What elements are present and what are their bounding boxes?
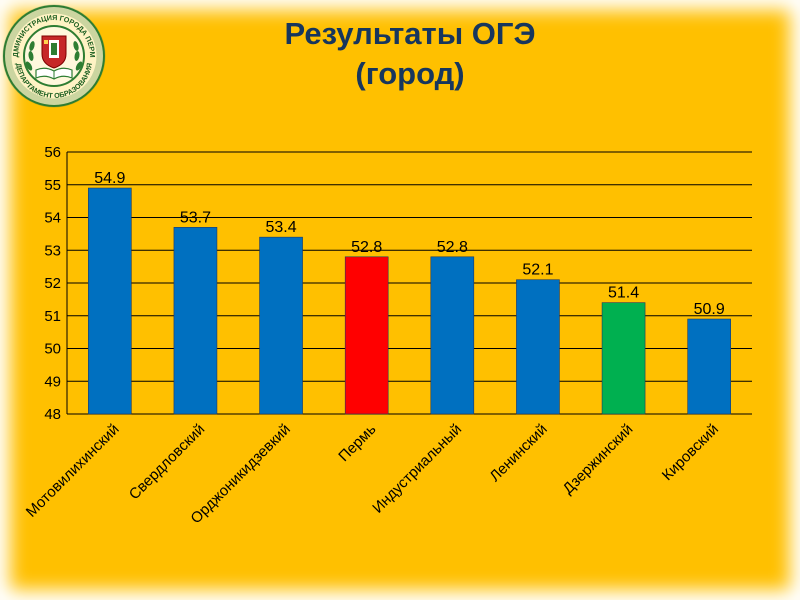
x-tick-label: Мотовилихинский <box>23 421 123 521</box>
data-label: 52.8 <box>351 239 382 256</box>
bar <box>259 236 303 415</box>
data-label: 51.4 <box>608 285 639 302</box>
emblem-laurel <box>25 41 83 71</box>
y-tick-label: 51 <box>44 308 61 325</box>
title-line-2: (город) <box>355 56 465 91</box>
x-tick-label: Ленинский <box>486 421 550 485</box>
bar <box>601 302 646 415</box>
data-label: 50.9 <box>694 301 725 318</box>
bar <box>687 318 731 415</box>
data-label: 53.7 <box>180 209 211 226</box>
data-label: 52.8 <box>437 239 468 256</box>
bar <box>88 187 132 415</box>
y-tick-label: 49 <box>44 373 61 390</box>
title-line-1: Результаты ОГЭ <box>284 16 536 51</box>
bar <box>173 227 218 415</box>
x-tick-label: Пермь <box>335 421 379 465</box>
y-tick-label: 55 <box>44 177 61 194</box>
y-tick-label: 53 <box>44 242 61 259</box>
x-tick-label: Свердловский <box>126 421 208 503</box>
data-label: 53.4 <box>265 219 296 236</box>
y-tick-label: 54 <box>44 210 61 227</box>
emblem-shield <box>41 35 67 69</box>
y-tick-label: 50 <box>44 341 61 358</box>
data-label: 54.9 <box>94 170 125 187</box>
x-tick-label: Индустриальный <box>369 421 465 517</box>
bar <box>344 256 389 415</box>
y-tick-label: 52 <box>44 275 61 292</box>
y-tick-label: 48 <box>44 406 61 423</box>
emblem-book <box>35 67 73 80</box>
bar <box>516 279 560 415</box>
bar <box>430 256 475 415</box>
city-emblem-logo: АДМИНИСТРАЦИЯ ГОРОДА ПЕРМИ ДЕПАРТАМЕНТ О… <box>2 4 106 108</box>
y-tick-label: 56 <box>44 144 61 161</box>
slide-title: Результаты ОГЭ (город) <box>250 14 570 94</box>
x-tick-label: Дзержинский <box>560 421 637 498</box>
data-label: 52.1 <box>522 262 553 279</box>
x-tick-label: Кировский <box>659 421 722 484</box>
